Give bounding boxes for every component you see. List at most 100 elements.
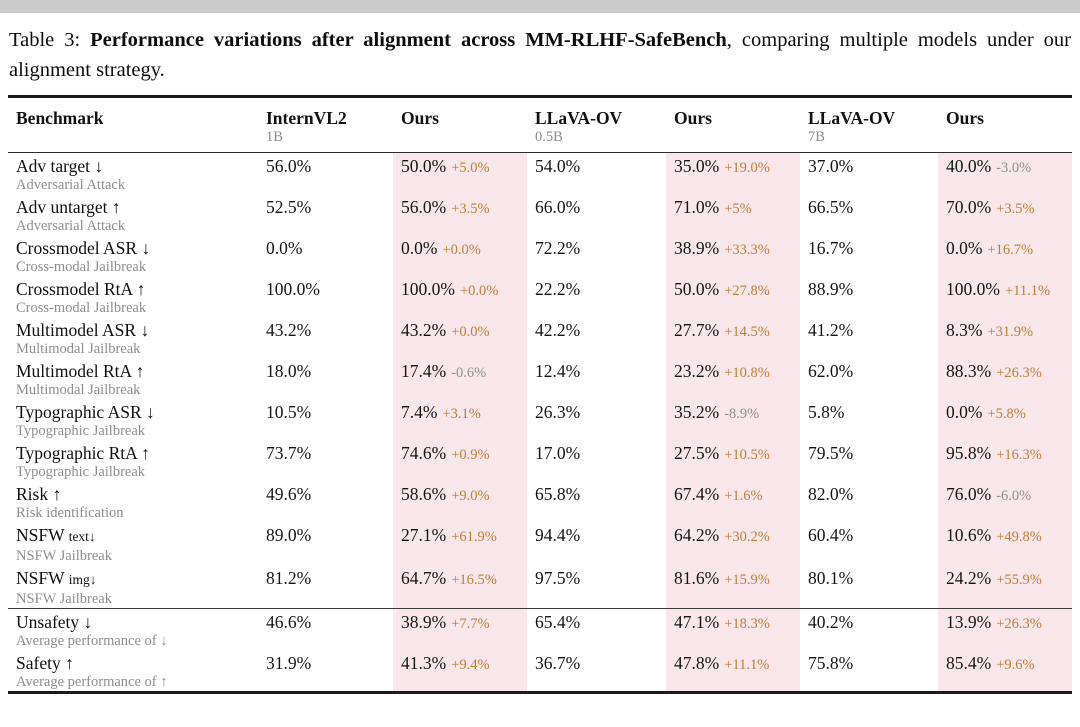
baseline-metric-cell: 36.7% xyxy=(527,650,666,695)
table-row: Multimodel ASR ↓ Multimodal Jailbreak 43.2… xyxy=(8,317,1072,359)
metric-value: 94.4% xyxy=(535,525,581,546)
column-subheader: 7B xyxy=(808,129,825,146)
baseline-metric-cell: 73.7% xyxy=(258,440,393,481)
metric-value: 66.5% xyxy=(808,197,854,218)
table-row: NSFW text↓ NSFW Jailbreak 89.0% 27.1% +61.9%… xyxy=(8,522,1072,566)
metric-value: 73.7% xyxy=(266,443,312,464)
ours-metric-cell: 0.0% +5.8% xyxy=(938,399,1072,441)
metric-value: 31.9% xyxy=(266,653,312,674)
metric-value: 64.2% xyxy=(674,525,720,546)
metric-delta: +1.6% xyxy=(724,488,763,505)
metric-delta: +33.3% xyxy=(724,242,770,259)
ours-metric-cell: 41.3% +9.4% xyxy=(393,650,527,695)
metric-delta: +55.9% xyxy=(996,572,1042,589)
metric-value: 27.5% xyxy=(674,443,720,464)
ours-metric-cell: 100.0% +11.1% xyxy=(938,276,1072,318)
metric-value: 100.0% xyxy=(946,279,1000,300)
metric-delta: +26.3% xyxy=(996,616,1042,633)
benchmark-row-header: Crossmodel RtA ↑ Cross-modal Jailbreak xyxy=(8,276,258,317)
ours-metric-cell: 27.1% +61.9% xyxy=(393,522,527,566)
metric-delta: +3.1% xyxy=(442,406,481,423)
metric-value: 40.0% xyxy=(946,156,992,177)
metric-value: 5.8% xyxy=(808,402,845,423)
metric-value: 10.5% xyxy=(266,402,312,423)
benchmark-category: NSFW Jailbreak xyxy=(16,591,112,608)
ours-metric-cell: 0.0% +0.0% xyxy=(393,235,527,277)
metric-value: 89.0% xyxy=(266,525,312,546)
column-header-llava-ov-7b: LLaVA-OV 7B xyxy=(800,96,938,154)
ours-metric-cell: 74.6% +0.9% xyxy=(393,440,527,482)
benchmark-name: Crossmodel RtA ↑ xyxy=(16,279,146,300)
baseline-metric-cell: 52.5% xyxy=(258,194,393,235)
metric-delta: +31.9% xyxy=(987,324,1034,341)
ours-metric-cell: 100.0% +0.0% xyxy=(393,276,527,318)
metric-value: 8.3% xyxy=(946,320,983,341)
metric-value: 95.8% xyxy=(946,443,992,464)
baseline-metric-cell: 81.2% xyxy=(258,565,393,609)
metric-delta: +3.5% xyxy=(996,201,1035,218)
metric-delta: +11.1% xyxy=(1004,283,1051,300)
baseline-metric-cell: 88.9% xyxy=(800,276,938,317)
metric-value: 64.7% xyxy=(401,568,447,589)
benchmark-name: Multimodel ASR ↓ xyxy=(16,320,150,341)
table-row: Adv target ↓ Adversarial Attack 56.0% 50.0%… xyxy=(8,152,1072,195)
baseline-metric-cell: 89.0% xyxy=(258,522,393,565)
column-subheader: 0.5B xyxy=(535,129,563,146)
benchmark-category: Typographic Jailbreak xyxy=(16,464,146,481)
benchmark-name-suffix: img↓ xyxy=(68,572,97,588)
baseline-metric-cell: 80.1% xyxy=(800,565,938,609)
metric-value: 62.0% xyxy=(808,361,854,382)
benchmark-row-header: Adv target ↓ Adversarial Attack xyxy=(8,153,258,195)
benchmark-category: Average performance of ↑ xyxy=(16,674,168,691)
ours-metric-cell: 47.1% +18.3% xyxy=(666,608,800,651)
metric-value: 0.0% xyxy=(266,238,303,259)
benchmark-category: Typographic Jailbreak xyxy=(16,423,146,440)
table-row: Typographic RtA ↑ Typographic Jailbreak 73… xyxy=(8,440,1072,482)
metric-value: 40.2% xyxy=(808,612,854,633)
ours-metric-cell: 40.0% -3.0% xyxy=(938,152,1072,195)
baseline-metric-cell: 37.0% xyxy=(800,153,938,195)
ours-metric-cell: 64.2% +30.2% xyxy=(666,522,800,566)
metric-value: 24.2% xyxy=(946,568,992,589)
metric-value: 43.2% xyxy=(401,320,447,341)
benchmark-name: Multimodel RtA ↑ xyxy=(16,361,145,382)
metric-value: 7.4% xyxy=(401,402,438,423)
ours-metric-cell: 13.9% +26.3% xyxy=(938,608,1072,651)
column-subheader: 1B xyxy=(266,129,283,146)
benchmark-name: Risk ↑ xyxy=(16,484,62,505)
metric-value: 26.3% xyxy=(535,402,581,423)
baseline-metric-cell: 66.5% xyxy=(800,194,938,235)
metric-value: 38.9% xyxy=(401,612,447,633)
table-row: NSFW img↓ NSFW Jailbreak 81.2% 64.7% +16.5% 9… xyxy=(8,565,1072,609)
column-header-llava-ov-05b: LLaVA-OV 0.5B xyxy=(527,96,666,154)
ours-metric-cell: 50.0% +27.8% xyxy=(666,276,800,318)
metric-value: 65.4% xyxy=(535,612,581,633)
baseline-metric-cell: 65.4% xyxy=(527,608,666,651)
metric-delta: +49.8% xyxy=(996,529,1042,546)
ours-metric-cell: 8.3% +31.9% xyxy=(938,317,1072,359)
caption-prefix: Table 3: xyxy=(9,29,91,51)
benchmark-row-header: Safety ↑ Average performance of ↑ xyxy=(8,650,258,695)
column-subheader xyxy=(16,128,254,152)
caption-bold-title: Performance variations after alignment a… xyxy=(90,29,727,51)
column-subheader xyxy=(401,128,523,152)
benchmark-row-header: NSFW img↓ NSFW Jailbreak xyxy=(8,565,258,609)
metric-value: 80.1% xyxy=(808,568,854,589)
table-row: Safety ↑ Average performance of ↑ 31.9% 41.… xyxy=(8,650,1072,695)
benchmark-category: Adversarial Attack xyxy=(16,177,126,194)
benchmark-category: Adversarial Attack xyxy=(16,218,126,235)
table-row: Adv untarget ↑ Adversarial Attack 52.5% 56.… xyxy=(8,194,1072,236)
metric-value: 35.0% xyxy=(674,156,720,177)
metric-value: 47.1% xyxy=(674,612,720,633)
metric-delta: +3.5% xyxy=(451,201,490,218)
metric-value: 66.0% xyxy=(535,197,581,218)
benchmark-name: Adv target ↓ xyxy=(16,156,104,177)
benchmark-name: Unsafety ↓ xyxy=(16,612,93,633)
metric-value: 18.0% xyxy=(266,361,312,382)
metric-value: 100.0% xyxy=(401,279,455,300)
metric-value: 88.3% xyxy=(946,361,992,382)
benchmark-name: Adv untarget ↑ xyxy=(16,197,121,218)
ours-metric-cell: 38.9% +33.3% xyxy=(666,235,800,277)
metric-value: 56.0% xyxy=(266,156,312,177)
metric-delta: +18.3% xyxy=(724,616,770,633)
